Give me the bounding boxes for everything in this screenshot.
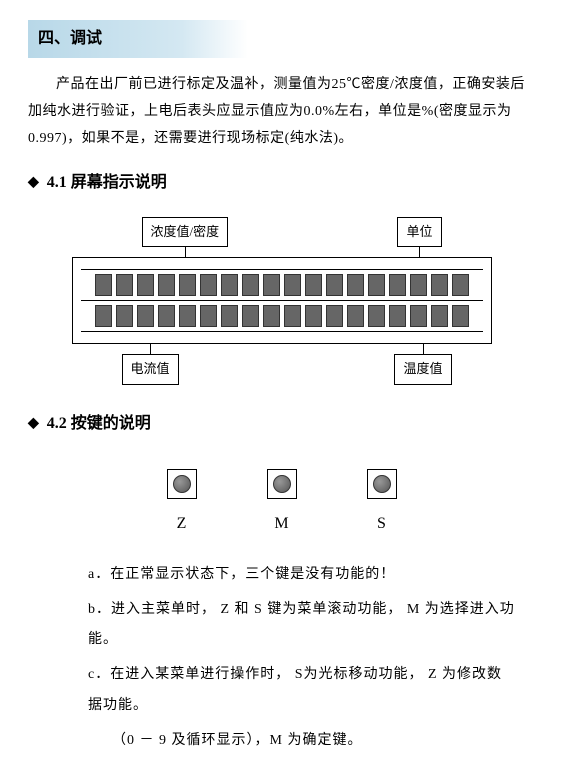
- label-temperature: 温度值: [394, 354, 451, 385]
- button-label: Z: [167, 509, 197, 539]
- button-s: S: [367, 469, 397, 539]
- display-segment: [221, 274, 238, 296]
- button-box: [267, 469, 297, 499]
- button-m: M: [267, 469, 297, 539]
- section-header: 四、调试: [28, 20, 248, 58]
- subsection-41-header: ◆ 4.1 屏幕指示说明: [28, 168, 535, 198]
- screen-diagram: 浓度值/密度 单位 电流值 温度值: [72, 217, 492, 385]
- display-segment: [431, 274, 448, 296]
- subsection-42-header: ◆ 4.2 按键的说明: [28, 409, 535, 439]
- display-segment: [179, 305, 196, 327]
- display-row-1: [81, 274, 483, 296]
- display-segment: [137, 305, 154, 327]
- label-density: 浓度值/密度: [142, 217, 229, 248]
- display-segment: [410, 305, 427, 327]
- intro-paragraph: 产品在出厂前已进行标定及温补，测量值为25℃密度/浓度值，正确安装后加纯水进行验…: [28, 72, 535, 152]
- button-circle-icon: [173, 475, 191, 493]
- display-segment: [326, 274, 343, 296]
- display-segment: [263, 305, 280, 327]
- display-segment: [179, 274, 196, 296]
- display-segment: [452, 305, 469, 327]
- list-item-c1: c．在进入某菜单进行操作时， S为光标移动功能， Z 为修改数据功能。: [88, 660, 515, 722]
- display-segment: [221, 305, 238, 327]
- button-label: S: [367, 509, 397, 539]
- label-unit: 单位: [397, 217, 441, 248]
- display-segment: [452, 274, 469, 296]
- button-box: [167, 469, 197, 499]
- display-segment: [158, 305, 175, 327]
- display-segment: [137, 274, 154, 296]
- display-segment: [410, 274, 427, 296]
- display-segment: [95, 274, 112, 296]
- display-segment: [326, 305, 343, 327]
- display-segment: [200, 305, 217, 327]
- display-segment: [116, 305, 133, 327]
- display-segment: [305, 274, 322, 296]
- diamond-icon: ◆: [28, 411, 39, 438]
- list-item-a: a．在正常显示状态下，三个键是没有功能的！: [88, 560, 515, 591]
- display-segment: [158, 274, 175, 296]
- subsection-42-title: 4.2 按键的说明: [47, 409, 151, 439]
- divider: [81, 269, 483, 270]
- button-description-list: a．在正常显示状态下，三个键是没有功能的！ b．进入主菜单时， Z 和 S 键为…: [28, 560, 535, 757]
- display-segment: [305, 305, 322, 327]
- button-label: M: [267, 509, 297, 539]
- diagram-labels-top: 浓度值/密度 单位: [72, 217, 492, 248]
- button-circle-icon: [373, 475, 391, 493]
- divider: [81, 300, 483, 301]
- button-z: Z: [167, 469, 197, 539]
- button-box: [367, 469, 397, 499]
- display-segment: [389, 274, 406, 296]
- button-circle-icon: [273, 475, 291, 493]
- display-segment: [284, 305, 301, 327]
- display-segment: [242, 274, 259, 296]
- display-segment: [200, 274, 217, 296]
- section-title: 四、调试: [38, 30, 102, 47]
- list-item-c2: （0 － 9 及循环显示），M 为确定键。: [88, 726, 515, 757]
- display-segment: [242, 305, 259, 327]
- display-segment: [347, 305, 364, 327]
- diagram-labels-bottom: 电流值 温度值: [72, 354, 492, 385]
- display-segment: [116, 274, 133, 296]
- label-current: 电流值: [122, 354, 179, 385]
- display-segment: [263, 274, 280, 296]
- list-item-b: b．进入主菜单时， Z 和 S 键为菜单滚动功能， M 为选择进入功能。: [88, 595, 515, 657]
- diamond-icon: ◆: [28, 170, 39, 197]
- display-segment: [431, 305, 448, 327]
- display-row-2: [81, 305, 483, 327]
- display-segment: [284, 274, 301, 296]
- display-panel: [72, 257, 492, 344]
- display-segment: [347, 274, 364, 296]
- display-segment: [368, 274, 385, 296]
- subsection-41-title: 4.1 屏幕指示说明: [47, 168, 167, 198]
- display-segment: [368, 305, 385, 327]
- divider: [81, 331, 483, 332]
- display-segment: [95, 305, 112, 327]
- buttons-diagram: ZMS: [132, 469, 432, 539]
- display-segment: [389, 305, 406, 327]
